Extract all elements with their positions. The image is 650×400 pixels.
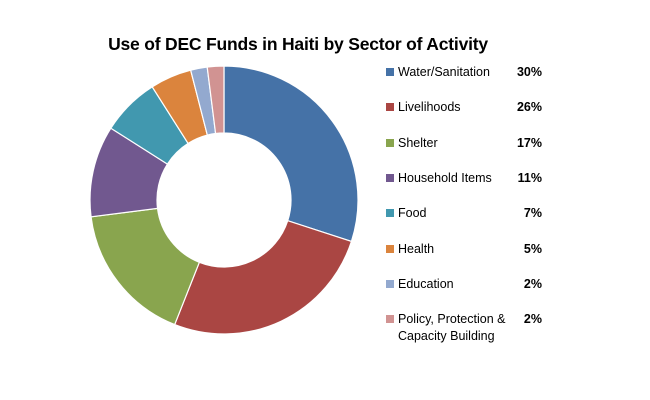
legend-value-7: 2% xyxy=(523,277,542,291)
legend-swatch-1 xyxy=(386,68,394,76)
legend-label-8: Policy, Protection & Capacity Building xyxy=(398,312,506,343)
legend-value-5: 7% xyxy=(523,206,542,220)
legend-item-7: Education 2% xyxy=(386,276,556,312)
legend-swatch-7 xyxy=(386,280,394,288)
legend-value-6: 5% xyxy=(523,242,542,256)
legend-swatch-8 xyxy=(386,315,394,323)
legend-item-4: Household Items 11% xyxy=(386,170,556,206)
legend-value-4: 11% xyxy=(517,171,542,185)
legend-label-5: Food xyxy=(398,206,427,220)
legend-value-2: 26% xyxy=(516,100,542,114)
legend-swatch-2 xyxy=(386,103,394,111)
donut-slice-1 xyxy=(223,65,359,243)
legend-item-5: Food 7% xyxy=(386,205,556,241)
legend-value-3: 17% xyxy=(516,136,542,150)
legend-item-2: Livelihoods 26% xyxy=(386,99,556,135)
legend-label-3: Shelter xyxy=(398,136,438,150)
legend-label-4: Household Items xyxy=(398,171,492,185)
legend-swatch-6 xyxy=(386,245,394,253)
chart-title: Use of DEC Funds in Haiti by Sector of A… xyxy=(108,34,488,54)
legend-label-2: Livelihoods xyxy=(398,100,461,114)
donut-slice-2 xyxy=(173,219,353,335)
donut-slice-8 xyxy=(206,65,225,135)
legend-label-6: Health xyxy=(398,242,435,256)
legend-label-1: Water/Sanitation xyxy=(398,65,490,79)
legend-label-7: Education xyxy=(398,277,454,291)
legend-item-6: Health 5% xyxy=(386,241,556,277)
legend-value-8: 2% xyxy=(523,312,542,326)
legend-swatch-3 xyxy=(386,139,394,147)
legend-swatch-5 xyxy=(386,209,394,217)
legend-value-1: 30% xyxy=(516,65,542,79)
legend-swatch-4 xyxy=(386,174,394,182)
legend-item-8: Policy, Protection & Capacity Building 2% xyxy=(386,311,556,347)
legend-item-3: Shelter 17% xyxy=(386,135,556,171)
legend-item-1: Water/Sanitation 30% xyxy=(386,64,556,100)
